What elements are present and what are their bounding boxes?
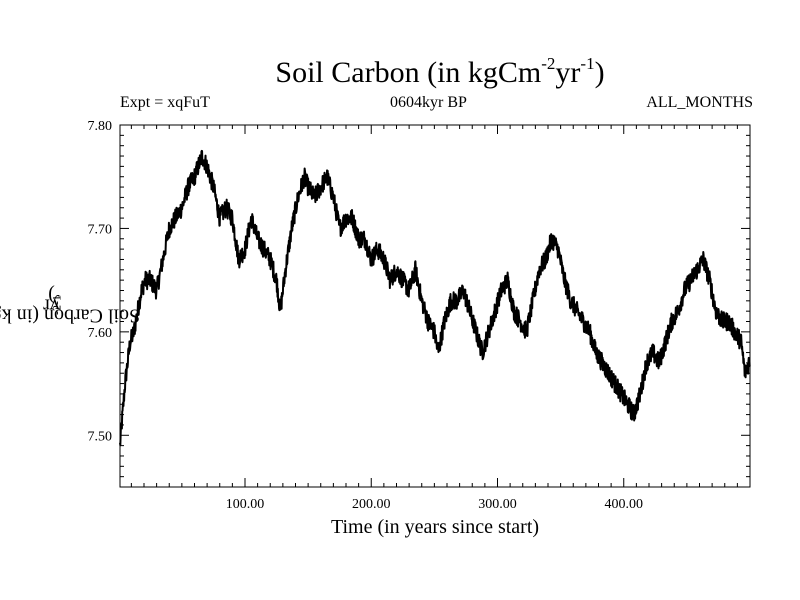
months-label: ALL_MONTHS	[646, 94, 753, 111]
chart-title: Soil Carbon (in kgCm-2yr-1)	[275, 54, 605, 89]
period-label: 0604kyr BP	[390, 94, 467, 111]
y-tick-label: 7.80	[88, 119, 113, 134]
axis-ticks	[120, 124, 750, 487]
y-tick-label: 7.50	[88, 429, 113, 444]
x-tick-label: 400.00	[604, 497, 643, 512]
experiment-label: Expt = xqFuT	[120, 94, 210, 111]
x-tick-label: 100.00	[226, 497, 265, 512]
soil-carbon-series-line	[119, 149, 751, 447]
x-tick-label: 200.00	[352, 497, 391, 512]
plot-frame	[119, 124, 751, 488]
y-tick-label: 7.70	[88, 222, 113, 237]
x-tick-label: 300.00	[478, 497, 517, 512]
tick-labels: 100.00 200.00 300.00 400.00 7.50 7.60 7.70 7.80	[88, 119, 643, 512]
x-axis-label: Time (in years since start)	[330, 516, 540, 538]
y-tick-label: 7.60	[88, 326, 113, 341]
